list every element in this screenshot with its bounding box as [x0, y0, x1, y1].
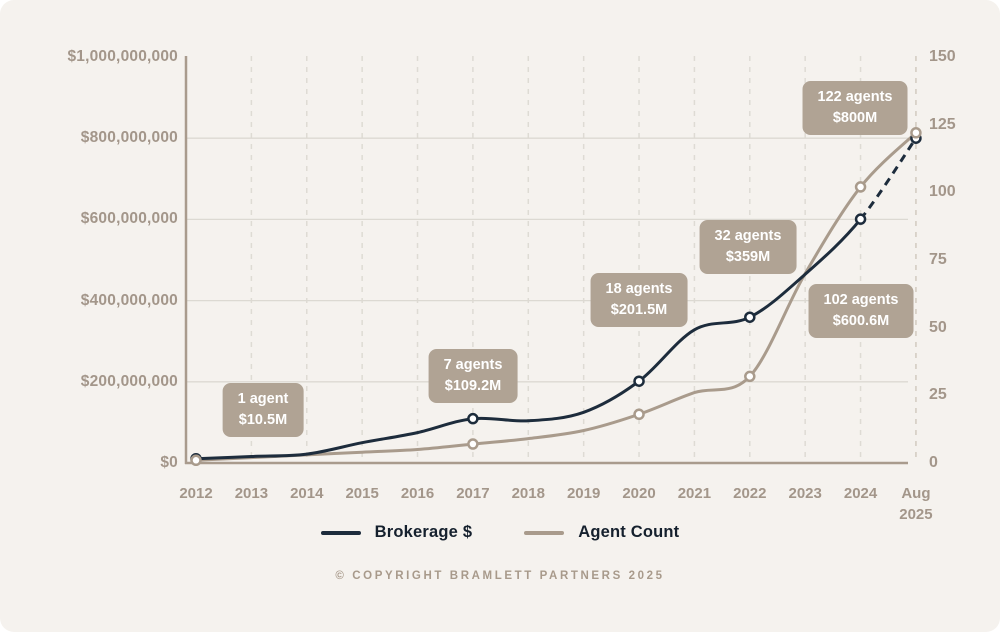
y-axis-left-tick-label: $200,000,000	[80, 372, 178, 390]
x-axis-tick-label: 2017	[456, 485, 490, 502]
annotation-dollars: $359M	[725, 249, 771, 266]
y-axis-left-tick-label: $1,000,000,000	[67, 48, 178, 65]
annotation-2017: 7 agents $109.2M	[428, 349, 518, 404]
y-axis-right-tick-label: 75	[929, 251, 947, 268]
brokerage-marker-2020	[633, 375, 645, 387]
agent-count-marker-Aug-2025	[910, 127, 922, 139]
annotation-2022: 32 agents $359M	[699, 220, 797, 275]
brokerage-line-swatch	[320, 530, 361, 535]
agent-count-marker-2017	[467, 438, 479, 450]
annotation-agents: 7 agents	[443, 357, 503, 373]
annotation-agents: 102 agents	[823, 292, 899, 308]
annotation-dollars: $800M	[832, 110, 878, 127]
annotation-dollars: $109.2M	[444, 378, 502, 395]
annotation-2012: 1 agent $10.5M	[222, 383, 304, 438]
y-axis-left-tick-label: $800,000,000	[80, 129, 178, 147]
x-axis-tick-label: 2020	[622, 485, 656, 502]
annotation-agents: 1 agent	[237, 391, 289, 407]
brokerage-line-projection	[859, 137, 918, 221]
annotation-dollars: $201.5M	[610, 302, 668, 319]
x-axis-tick-label: 2014	[290, 485, 324, 502]
annotation-2020: 18 agents $201.5M	[590, 273, 688, 328]
x-axis-tick-label: 2022	[733, 485, 767, 502]
x-axis-tick-label: 2019	[566, 485, 601, 502]
legend-label-agent-count: Agent Count	[578, 523, 680, 541]
x-axis-tick-label: 2021	[677, 485, 712, 502]
y-axis-left-tick-label: $0	[160, 454, 178, 471]
y-axis-left-tick-label: $400,000,000	[80, 291, 178, 309]
y-axis-left-tick-label: $600,000,000	[80, 210, 178, 228]
legend-item-brokerage: Brokerage $	[320, 523, 473, 542]
x-axis-tick-label: 2016	[400, 485, 435, 502]
annotation-2024: 102 agents $600.6M	[808, 284, 914, 339]
x-axis-tick-label: 2018	[511, 485, 545, 502]
y-axis-right-tick-label: 150	[929, 48, 956, 65]
annotation-agents: 18 agents	[605, 281, 673, 297]
annotation-aug-2025: 122 agents $800M	[802, 81, 908, 136]
annotation-dollars: $600.6M	[832, 313, 890, 330]
x-axis-tick-label: 2012	[179, 485, 213, 502]
y-axis-right-tick-label: 125	[929, 115, 956, 133]
agent-count-marker-2020	[633, 408, 645, 421]
agent-count-marker-2022	[744, 370, 756, 383]
annotation-agents: 32 agents	[714, 228, 782, 244]
x-axis-tick-label: Aug 2025	[899, 485, 933, 523]
x-axis-tick-label: 2023	[788, 485, 822, 502]
y-axis-right-tick-label: 0	[929, 454, 938, 471]
agent-count-marker-2012	[190, 454, 202, 467]
agent-count-line-swatch	[524, 530, 565, 535]
annotation-agents: 122 agents	[817, 89, 893, 105]
brokerage-marker-2024	[854, 213, 867, 225]
y-axis-right-tick-label: 100	[929, 183, 956, 201]
x-axis-tick-label: 2013	[234, 485, 269, 502]
x-axis-tick-label: 2024	[843, 485, 878, 502]
legend-item-agent-count: Agent Count	[524, 523, 679, 542]
legend-label-brokerage: Brokerage $	[374, 523, 473, 541]
legend: Brokerage $ Agent Count	[0, 523, 1000, 542]
agent-count-marker-2024	[854, 181, 867, 193]
y-axis-right-tick-label: 25	[929, 386, 947, 404]
brokerage-marker-2017	[467, 412, 479, 425]
x-axis-tick-label: 2015	[345, 485, 379, 502]
y-axis-right-tick-label: 50	[929, 318, 947, 336]
annotation-dollars: $10.5M	[238, 412, 288, 429]
brokerage-marker-2022	[744, 311, 756, 323]
copyright-text: © COPYRIGHT BRAMLETT PARTNERS 2025	[335, 570, 665, 582]
